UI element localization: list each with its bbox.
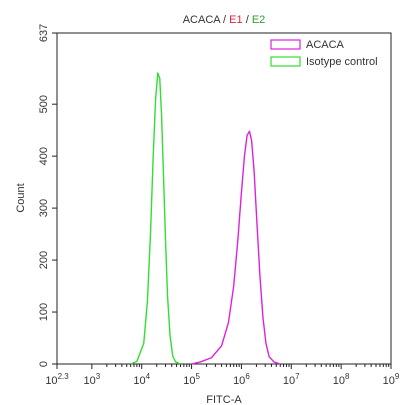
x-tick-exponent: 6 [245, 372, 250, 381]
y-axis: 0 100 200 300 400 500 637 [38, 24, 57, 367]
y-tick-label: 300 [38, 199, 50, 217]
x-tick-base: 10 [183, 375, 195, 387]
x-tick-base: 10 [45, 375, 57, 387]
x-tick-exponent: 4 [146, 372, 151, 381]
x-tick-base: 10 [233, 375, 245, 387]
x-tick-label: 106 [233, 372, 250, 387]
y-tick-label: 200 [38, 251, 50, 269]
series-group [130, 72, 281, 365]
chart-title-text: ACACA / E1 / E2 [183, 14, 266, 26]
title-part-0: ACACA [183, 14, 222, 26]
x-tick-label: 107 [283, 372, 300, 387]
x-tick-label: 102.3 [45, 372, 69, 387]
x-tick-base: 10 [333, 375, 345, 387]
y-tick-label: 0 [38, 361, 50, 367]
x-tick-exponent: 7 [295, 372, 300, 381]
x-tick-label: 104 [133, 372, 150, 387]
y-axis-label: Count [15, 183, 27, 212]
legend-swatch-1 [270, 56, 301, 67]
legend: ACACA Isotype control [270, 39, 378, 68]
x-tick-base: 10 [283, 375, 295, 387]
x-tick-exponent: 5 [195, 372, 200, 381]
x-tick-exponent: 2.3 [58, 372, 70, 381]
legend-label-0: ACACA [306, 39, 345, 51]
x-tick-exponent: 3 [96, 372, 101, 381]
chart-title: ACACA / E1 / E2 [183, 14, 266, 26]
x-tick-base: 10 [83, 375, 95, 387]
series-line-1 [130, 72, 181, 365]
x-tick-base: 10 [383, 375, 395, 387]
plot-frame [56, 32, 392, 365]
y-tick-label: 100 [38, 303, 50, 321]
x-axis: 102.3 103 104 105 106 107 108 109 [45, 364, 400, 387]
legend-swatch-0 [270, 39, 301, 50]
y-tick-label: 400 [38, 147, 50, 165]
x-axis-label: FITC-A [206, 394, 242, 405]
series-line-0 [191, 130, 281, 365]
y-tick-label: 637 [38, 24, 50, 42]
y-tick-label: 500 [38, 95, 50, 113]
x-tick-label: 103 [83, 372, 100, 387]
title-part-3: / [243, 14, 252, 26]
title-part-2: E1 [229, 14, 242, 26]
x-tick-base: 10 [133, 375, 145, 387]
legend-label-1: Isotype control [306, 56, 378, 68]
title-part-4: E2 [252, 14, 265, 26]
title-part-1: / [220, 14, 229, 26]
x-tick-label: 105 [183, 372, 200, 387]
x-tick-exponent: 9 [395, 372, 400, 381]
x-tick-label: 108 [333, 372, 350, 387]
x-tick-label: 109 [383, 372, 400, 387]
x-tick-exponent: 8 [345, 372, 350, 381]
